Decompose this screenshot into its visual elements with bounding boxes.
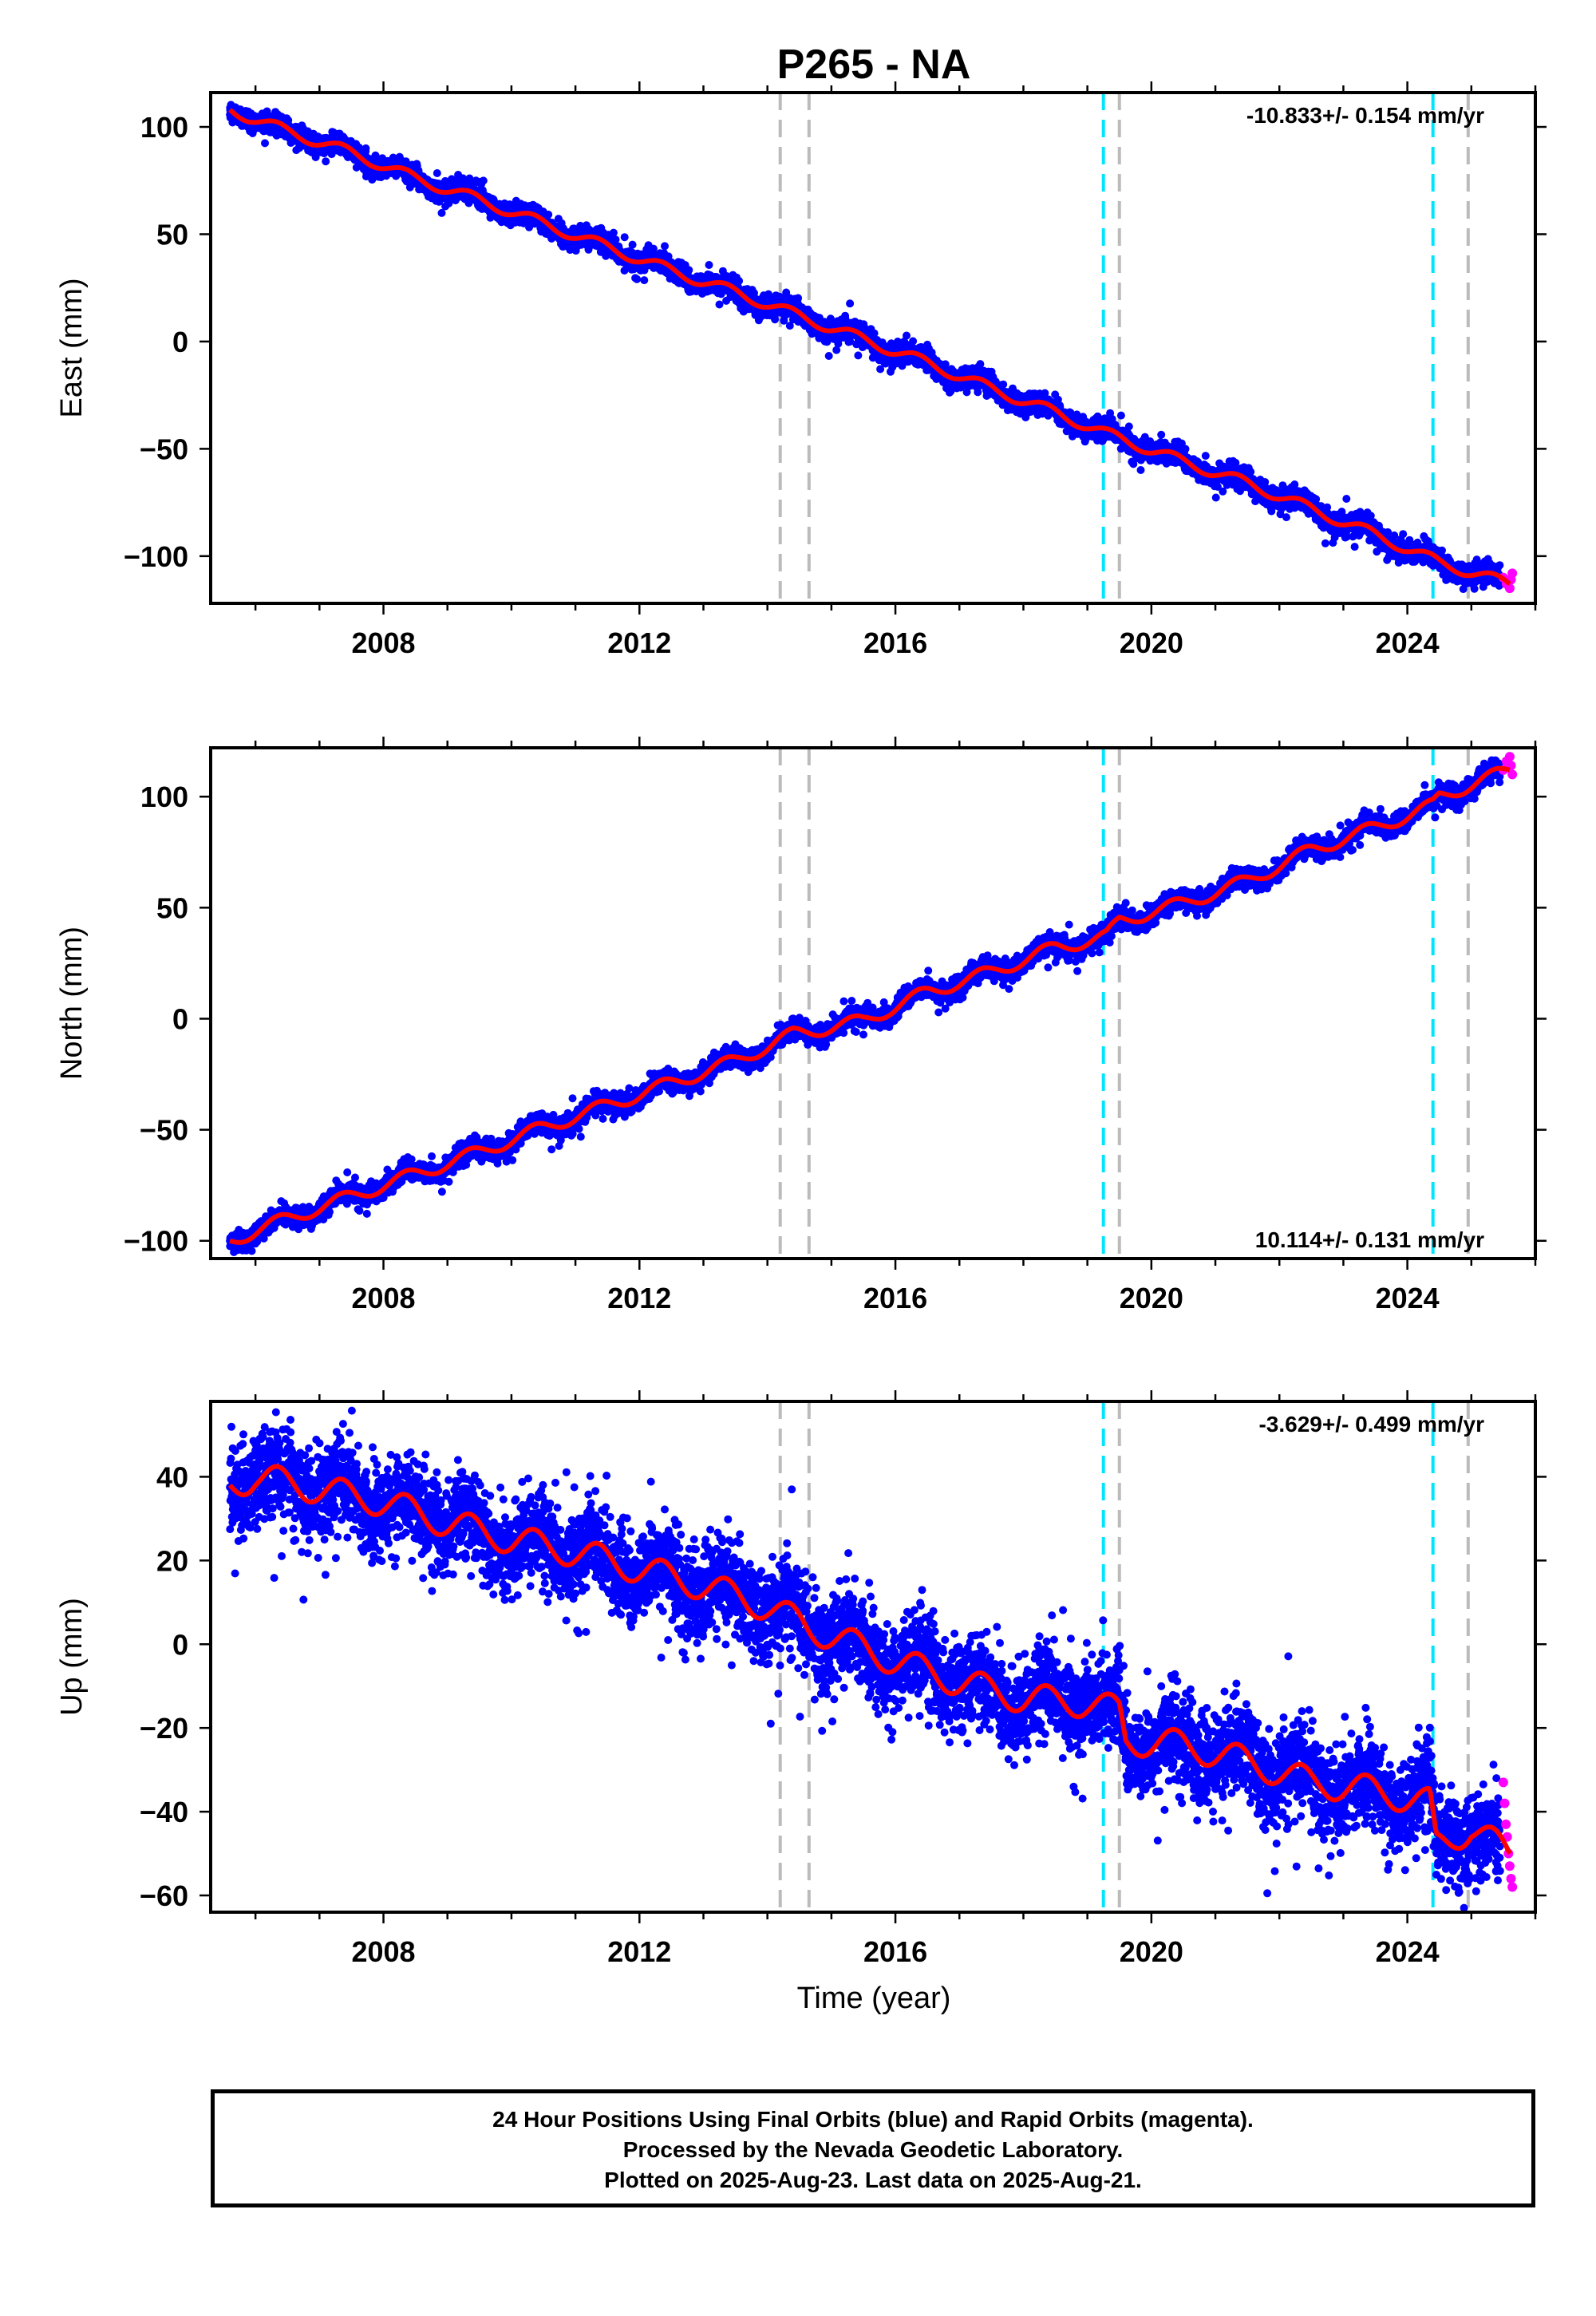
data-point xyxy=(361,144,370,152)
data-point xyxy=(322,157,330,166)
data-point xyxy=(1124,422,1133,431)
data-point xyxy=(1136,466,1145,474)
data-point xyxy=(824,352,833,360)
data-point xyxy=(444,199,453,207)
data-point xyxy=(620,233,629,242)
data-point xyxy=(735,277,744,285)
data-point xyxy=(611,235,620,244)
data-point xyxy=(1201,452,1210,460)
data-point xyxy=(261,139,269,148)
data-point xyxy=(479,176,488,185)
data-point xyxy=(999,380,1008,389)
data-point xyxy=(705,261,713,269)
data-point xyxy=(1181,445,1190,453)
figure-title: P265 - NA xyxy=(777,41,971,88)
data-point xyxy=(263,107,271,116)
data-point xyxy=(609,228,618,237)
data-point xyxy=(633,275,642,283)
data-point xyxy=(685,266,693,275)
data-point xyxy=(717,290,725,298)
data-point xyxy=(846,299,855,308)
data-point xyxy=(715,300,724,309)
east-plot-area xyxy=(226,93,1518,603)
data-point xyxy=(771,315,780,324)
data-point xyxy=(628,240,637,249)
data-point xyxy=(661,242,669,251)
data-point xyxy=(1116,411,1125,420)
data-point xyxy=(640,276,649,285)
data-point xyxy=(433,169,441,177)
data-point xyxy=(437,208,446,217)
data-point xyxy=(352,163,361,172)
data-point xyxy=(327,150,336,159)
data-point xyxy=(1157,430,1166,439)
data-point xyxy=(544,210,553,219)
data-point xyxy=(854,351,863,360)
data-point xyxy=(903,331,911,340)
data-point xyxy=(909,337,918,346)
